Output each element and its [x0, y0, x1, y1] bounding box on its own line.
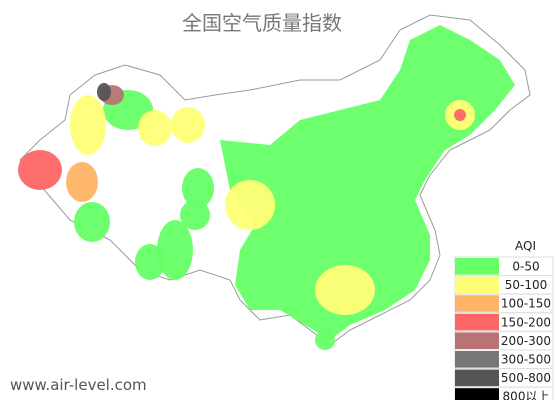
aqi-region: [97, 83, 111, 101]
aqi-region: [454, 109, 466, 121]
aqi-region: [220, 25, 515, 340]
legend-swatch: [455, 369, 499, 387]
legend-swatch: [455, 276, 499, 294]
aqi-region: [225, 180, 275, 230]
aqi-region: [157, 220, 193, 280]
map-title: 全国空气质量指数: [182, 11, 342, 35]
aqi-region: [18, 150, 62, 190]
legend-label: 500-800: [501, 371, 551, 385]
legend-label: 50-100: [505, 278, 548, 292]
legend-swatch: [455, 313, 499, 331]
aqi-region: [315, 265, 375, 315]
legend-label: 800以上: [503, 390, 550, 400]
legend-swatch: [455, 351, 499, 368]
aqi-region: [70, 95, 106, 155]
legend-swatch: [455, 388, 499, 400]
legend-label: 300-500: [501, 353, 551, 367]
legend-label: 0-50: [512, 260, 539, 274]
aqi-region: [66, 162, 98, 202]
aqi-region: [135, 244, 165, 280]
legend-title: AQI: [515, 239, 536, 253]
aqi-region: [74, 202, 110, 242]
legend-label: 200-300: [501, 334, 551, 348]
legend-swatch: [455, 295, 499, 312]
aqi-region: [315, 330, 335, 350]
site-watermark: www.air-level.com: [10, 376, 147, 394]
aqi-region: [138, 110, 172, 146]
legend-swatch: [455, 332, 499, 349]
legend-label: 100-150: [501, 297, 551, 311]
aqi-region: [182, 168, 214, 208]
legend-swatch: [455, 258, 499, 275]
legend: AQI 0-50 50-100 100-150 150-200 200-300 300-5…: [454, 239, 554, 400]
legend-label: 150-200: [501, 315, 551, 329]
aqi-region: [171, 107, 205, 143]
aqi-region: [180, 200, 210, 230]
